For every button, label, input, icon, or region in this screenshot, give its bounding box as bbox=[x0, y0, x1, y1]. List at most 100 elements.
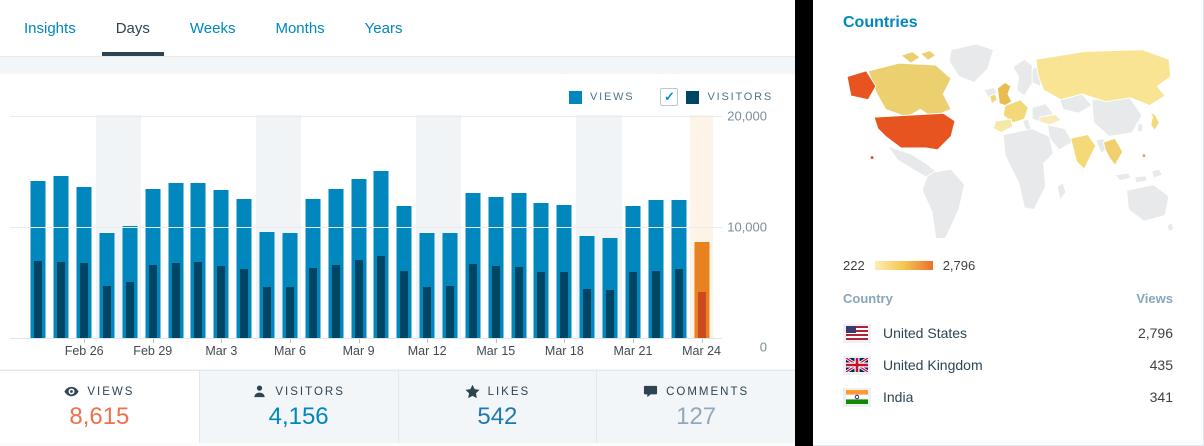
map-korea bbox=[1136, 122, 1144, 134]
visitors-bar[interactable] bbox=[103, 285, 112, 338]
visitors-bar[interactable] bbox=[537, 272, 546, 338]
visitors-bar[interactable] bbox=[697, 291, 706, 338]
bar-group-feb25[interactable] bbox=[50, 110, 73, 338]
visitors-checkbox[interactable]: ✓ bbox=[660, 88, 679, 106]
bar-group-mar17[interactable] bbox=[530, 110, 553, 338]
stat-likes[interactable]: LIKES 542 bbox=[397, 371, 597, 444]
map-country-usa bbox=[873, 112, 956, 151]
bar-group-mar3[interactable] bbox=[210, 110, 233, 338]
x-axis-tick bbox=[495, 338, 497, 343]
bar-group-mar1[interactable] bbox=[164, 110, 187, 338]
stat-visitors-header: VISITORS bbox=[252, 384, 344, 399]
country-col-header: Country bbox=[843, 291, 893, 306]
visitors-bar[interactable] bbox=[148, 264, 157, 338]
bar-group-mar10[interactable] bbox=[370, 110, 393, 338]
visitors-bar[interactable] bbox=[446, 285, 455, 338]
visitors-bar[interactable] bbox=[331, 264, 340, 338]
tab-months[interactable]: Months bbox=[275, 19, 325, 37]
visitors-bar[interactable] bbox=[423, 286, 432, 338]
visitors-bar[interactable] bbox=[263, 286, 272, 338]
y-axis-labels: 20,000 10,000 0 bbox=[707, 74, 767, 369]
visitors-bar[interactable] bbox=[354, 260, 363, 338]
stat-visitors-value: 4,156 bbox=[268, 403, 329, 430]
bar-group-mar20[interactable] bbox=[599, 110, 622, 338]
bar-group-mar2[interactable] bbox=[187, 110, 210, 338]
visitors-bar[interactable] bbox=[628, 272, 637, 338]
stat-comments[interactable]: COMMENTS 127 bbox=[596, 371, 795, 444]
visitors-bar[interactable] bbox=[80, 263, 89, 338]
map-mexico bbox=[887, 145, 937, 178]
tab-insights[interactable]: Insights bbox=[24, 19, 76, 37]
bar-group-mar5[interactable] bbox=[256, 110, 279, 338]
visitors-bar[interactable] bbox=[57, 262, 66, 338]
stat-comments-value: 127 bbox=[676, 403, 717, 430]
visitors-bar[interactable] bbox=[377, 255, 386, 338]
tab-years[interactable]: Years bbox=[364, 19, 403, 37]
bar-group-mar4[interactable] bbox=[233, 110, 256, 338]
visitors-bar[interactable] bbox=[583, 288, 592, 338]
period-tabbar: Insights Days Weeks Months Years bbox=[0, 0, 795, 57]
bar-group-mar24[interactable] bbox=[690, 110, 713, 338]
bar-group-mar18[interactable] bbox=[553, 110, 576, 338]
world-map[interactable] bbox=[837, 40, 1179, 254]
map-country-india bbox=[1070, 133, 1097, 170]
bar-group-mar9[interactable] bbox=[347, 110, 370, 338]
tab-weeks[interactable]: Weeks bbox=[189, 19, 236, 37]
bar-group-mar6[interactable] bbox=[279, 110, 302, 338]
map-south-america bbox=[921, 168, 966, 240]
map-new-zealand bbox=[1166, 222, 1175, 233]
stat-visitors[interactable]: VISITORS 4,156 bbox=[198, 371, 398, 444]
visitors-bar[interactable] bbox=[171, 263, 180, 338]
visitors-bar[interactable] bbox=[34, 261, 43, 338]
x-axis-tick bbox=[632, 338, 634, 343]
bar-group-feb27[interactable] bbox=[96, 110, 119, 338]
stat-views[interactable]: VIEWS 8,615 bbox=[0, 371, 199, 444]
visitors-bar[interactable] bbox=[491, 266, 500, 338]
visitors-bar[interactable] bbox=[217, 265, 226, 338]
visitors-swatch-icon bbox=[686, 90, 700, 104]
visitors-bar[interactable] bbox=[674, 268, 683, 338]
x-axis-tick-label: Mar 9 bbox=[342, 344, 375, 358]
visitors-bar[interactable] bbox=[514, 266, 523, 338]
visitors-bar[interactable] bbox=[194, 262, 203, 338]
comment-icon bbox=[644, 385, 658, 398]
visitors-bar[interactable] bbox=[240, 269, 249, 338]
x-axis-tick-label: Mar 12 bbox=[407, 344, 447, 358]
visitors-bar[interactable] bbox=[560, 272, 569, 338]
visitors-bar[interactable] bbox=[308, 267, 317, 338]
bars-area[interactable]: Feb 26 Feb 29 Mar 3 Mar 6 Mar 9 Mar 12 Mar 15 M… bbox=[27, 110, 721, 358]
legend-visitors: ✓ VISITORS bbox=[660, 88, 773, 106]
bar-group-feb24[interactable] bbox=[27, 110, 50, 338]
tab-days[interactable]: Days bbox=[101, 0, 164, 56]
bar-group-mar14[interactable] bbox=[461, 110, 484, 338]
visitors-bar[interactable] bbox=[651, 271, 660, 338]
country-name: United States bbox=[883, 325, 968, 341]
bar-group-feb28[interactable] bbox=[118, 110, 141, 338]
bar-group-mar7[interactable] bbox=[301, 110, 324, 338]
bar-group-mar12[interactable] bbox=[416, 110, 439, 338]
map-scandinavia bbox=[1012, 58, 1035, 97]
x-axis-tick bbox=[427, 338, 429, 343]
bar-group-mar13[interactable] bbox=[439, 110, 462, 338]
traffic-panel: Insights Days Weeks Months Years VIEWS ✓… bbox=[0, 0, 795, 446]
bar-group-feb29[interactable] bbox=[141, 110, 164, 338]
visitors-bar[interactable] bbox=[400, 271, 409, 338]
visitors-bar[interactable] bbox=[606, 290, 615, 338]
map-country-thailand-vietnam bbox=[1102, 137, 1124, 166]
bar-group-feb26[interactable] bbox=[73, 110, 96, 338]
bar-group-mar22[interactable] bbox=[644, 110, 667, 338]
x-axis-tick bbox=[358, 338, 360, 343]
bar-group-mar15[interactable] bbox=[484, 110, 507, 338]
bar-group-mar8[interactable] bbox=[324, 110, 347, 338]
bar-group-mar11[interactable] bbox=[393, 110, 416, 338]
bar-group-mar21[interactable] bbox=[622, 110, 645, 338]
visitors-bar[interactable] bbox=[125, 282, 134, 338]
chart-card: VIEWS ✓ VISITORS Feb 26 Feb 29 Mar 3 Mar 6 M… bbox=[0, 74, 795, 369]
bar-group-mar16[interactable] bbox=[507, 110, 530, 338]
bar-group-mar23[interactable] bbox=[667, 110, 690, 338]
bar-group-mar19[interactable] bbox=[576, 110, 599, 338]
visitors-bar[interactable] bbox=[468, 264, 477, 338]
stat-views-label: VIEWS bbox=[87, 385, 135, 398]
stat-visitors-label: VISITORS bbox=[275, 385, 345, 398]
visitors-bar[interactable] bbox=[285, 286, 294, 338]
